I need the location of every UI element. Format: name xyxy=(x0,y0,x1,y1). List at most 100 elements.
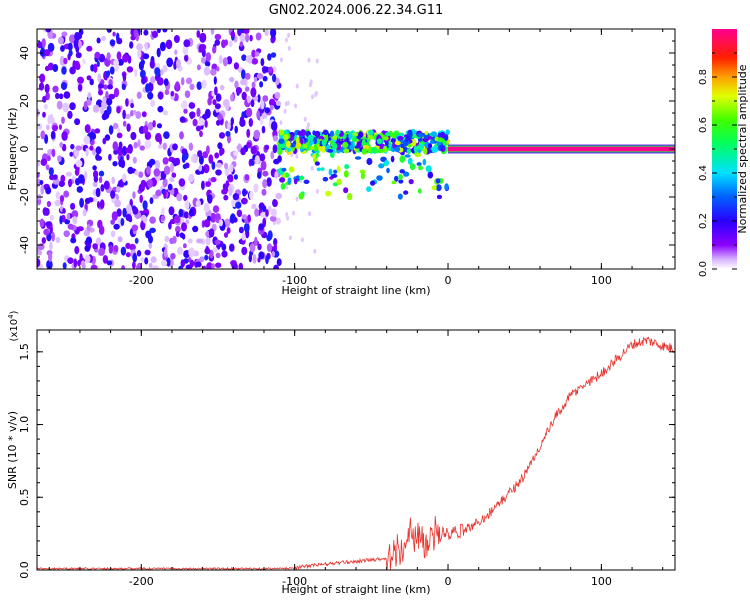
noise-cell xyxy=(37,172,40,178)
noise-cell xyxy=(240,147,246,156)
noise-cell xyxy=(156,29,161,34)
noise-cell xyxy=(214,39,221,46)
noise-cell xyxy=(203,203,210,213)
noise-cell xyxy=(254,236,258,247)
signal-cell xyxy=(313,144,318,152)
signal-cell xyxy=(424,131,429,135)
signal-cell xyxy=(394,140,401,146)
signal-cell xyxy=(314,161,320,166)
noise-cell xyxy=(57,36,64,45)
signal-cell xyxy=(429,139,435,144)
noise-cell xyxy=(262,179,268,189)
noise-cell xyxy=(267,205,272,212)
signal-cell xyxy=(444,134,449,141)
noise-cell xyxy=(261,125,266,134)
signal-cell xyxy=(400,143,405,149)
noise-cell xyxy=(120,246,127,256)
noise-cell xyxy=(84,170,88,180)
y-tick-label: 40 xyxy=(18,46,31,60)
signal-cell xyxy=(328,168,333,176)
noise-cell xyxy=(37,258,41,268)
noise-cell xyxy=(230,93,234,102)
noise-cell xyxy=(67,42,73,51)
noise-cell xyxy=(38,82,45,91)
noise-cell xyxy=(315,188,319,194)
noise-cell xyxy=(262,205,267,213)
noise-cell xyxy=(59,215,63,225)
signal-cell xyxy=(288,166,295,173)
noise-cell xyxy=(50,117,55,124)
signal-cell xyxy=(335,130,341,135)
noise-cell xyxy=(264,144,270,151)
noise-cell xyxy=(61,31,68,37)
noise-cell xyxy=(198,118,205,126)
noise-cell xyxy=(84,244,91,252)
snr-xlabel: Height of straight line (km) xyxy=(281,583,430,596)
noise-cell xyxy=(149,216,156,224)
noise-cell xyxy=(202,265,207,269)
noise-cell xyxy=(172,143,178,151)
noise-cell xyxy=(96,201,101,209)
noise-cell xyxy=(273,264,279,269)
signal-cell xyxy=(359,169,366,174)
noise-cell xyxy=(161,207,165,216)
noise-cell xyxy=(245,107,253,118)
noise-cell xyxy=(150,256,157,264)
noise-cell xyxy=(37,243,45,251)
noise-cell xyxy=(253,76,258,83)
noise-cell xyxy=(52,85,59,93)
noise-cell xyxy=(203,66,211,76)
noise-cell xyxy=(111,176,116,184)
noise-cell xyxy=(74,168,80,176)
x-tick-label: 0 xyxy=(445,274,452,287)
noise-cell xyxy=(188,102,196,109)
tone-band-core xyxy=(448,146,675,152)
noise-cell xyxy=(83,135,91,145)
noise-cell xyxy=(52,178,60,185)
noise-cell xyxy=(87,197,94,203)
signal-cell xyxy=(318,146,323,152)
signal-cell xyxy=(427,135,433,140)
noise-cell xyxy=(200,57,206,64)
noise-cell xyxy=(92,148,96,156)
noise-cell xyxy=(140,256,144,263)
noise-cell xyxy=(198,164,203,172)
noise-cell xyxy=(62,208,66,214)
signal-cell xyxy=(386,167,390,174)
noise-cell xyxy=(157,144,163,150)
noise-cell xyxy=(163,131,170,140)
noise-cell xyxy=(309,79,313,85)
noise-cell xyxy=(44,103,48,110)
noise-cell xyxy=(49,241,53,251)
noise-cell xyxy=(66,213,71,221)
y-tick-label: 0.5 xyxy=(18,489,31,507)
signal-cell xyxy=(376,138,383,145)
noise-cell xyxy=(122,207,127,218)
noise-cell xyxy=(145,230,152,239)
noise-cell xyxy=(43,228,50,236)
noise-cell xyxy=(117,180,123,187)
noise-cell xyxy=(113,223,120,230)
signal-cell xyxy=(287,177,292,185)
noise-cell xyxy=(68,178,72,188)
noise-cell xyxy=(190,155,195,163)
noise-cell xyxy=(188,175,193,182)
noise-cell xyxy=(142,53,150,60)
signal-cell xyxy=(336,178,342,185)
signal-cell xyxy=(316,167,321,172)
signal-cell xyxy=(370,180,376,186)
noise-cell xyxy=(92,181,98,188)
noise-cell xyxy=(154,160,161,170)
noise-cell xyxy=(104,134,111,141)
noise-cell xyxy=(141,111,147,118)
noise-cell xyxy=(254,51,260,57)
signal-cell xyxy=(367,129,374,136)
noise-cell xyxy=(285,37,288,43)
signal-cell xyxy=(309,146,315,150)
noise-cell xyxy=(209,212,217,223)
signal-cell xyxy=(390,155,395,163)
noise-cell xyxy=(92,104,100,113)
noise-cell xyxy=(93,175,99,183)
noise-cell xyxy=(284,101,288,107)
noise-cell xyxy=(171,172,177,178)
